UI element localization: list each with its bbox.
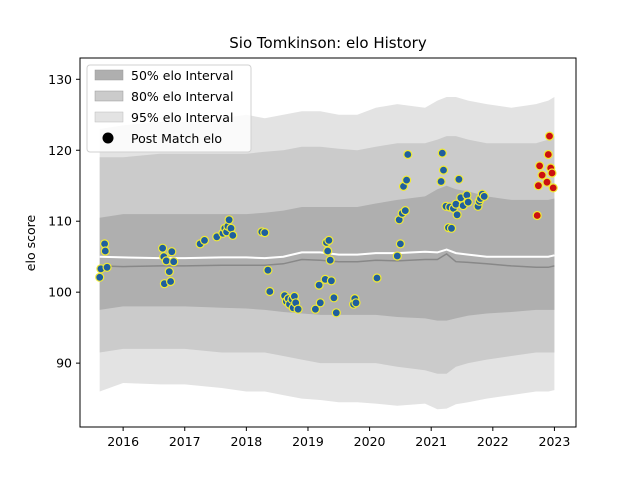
post-match-point [446, 223, 457, 233]
x-tick-label: 2021 [415, 434, 447, 449]
post-match-point [95, 272, 105, 282]
post-match-point [161, 256, 171, 266]
legend-swatch-50 [94, 69, 124, 81]
post-match-points [95, 131, 558, 318]
post-match-point [265, 286, 275, 297]
legend-label-80: 80% elo Interval [131, 89, 233, 104]
post-match-point [372, 273, 382, 283]
y-tick-label: 90 [56, 356, 72, 371]
post-match-point [260, 228, 270, 238]
y-tick-label: 110 [48, 214, 72, 229]
post-match-point [325, 255, 335, 265]
post-match-point [400, 206, 410, 216]
post-match-point [331, 308, 341, 318]
post-match-point [263, 265, 273, 275]
median-elo-line [99, 252, 555, 269]
post-match-point [315, 298, 325, 308]
post-match-point [310, 304, 320, 314]
post-match-point [228, 230, 238, 240]
x-tick-label: 2022 [477, 434, 509, 449]
legend-marker-post-match [102, 132, 114, 144]
post-match-point [437, 148, 447, 158]
post-match-point [323, 246, 333, 256]
post-match-point [463, 197, 473, 207]
post-match-point [438, 165, 449, 175]
recent-post-match-point [547, 168, 557, 178]
post-match-point [293, 304, 303, 314]
x-tick-label: 2018 [230, 434, 262, 449]
post-match-point [169, 257, 179, 267]
legend-frame [86, 64, 252, 153]
post-match-point [314, 280, 324, 290]
recent-post-match-point [542, 177, 552, 187]
legend-label-post-match: Post Match elo [131, 131, 222, 146]
post-match-point [324, 235, 334, 245]
post-match-point [166, 276, 176, 287]
recent-post-match-point [543, 149, 553, 160]
chart-title: Sio Tomkinson: elo History [229, 34, 427, 52]
post-match-point [164, 267, 174, 277]
legend: 50% elo Interval 80% elo Interval 95% el… [86, 64, 252, 153]
x-axis: 2016 2017 2018 2019 2020 2021 2022 2023 [107, 427, 570, 449]
x-tick-label: 2016 [107, 434, 139, 449]
post-match-point [395, 239, 405, 249]
post-match-point [479, 191, 489, 201]
post-match-point [452, 210, 462, 220]
post-match-point [402, 175, 412, 185]
legend-swatch-95 [94, 111, 124, 123]
plot-area [95, 97, 558, 410]
post-match-point [224, 215, 234, 225]
x-tick-label: 2023 [539, 434, 571, 449]
recent-post-match-point [544, 131, 555, 141]
post-match-point [454, 174, 464, 184]
post-match-point [392, 251, 402, 261]
recent-post-match-point [534, 161, 545, 171]
y-axis-title: elo score [23, 215, 38, 272]
post-match-point [351, 298, 361, 308]
x-tick-label: 2019 [292, 434, 324, 449]
recent-post-match-point [537, 170, 547, 180]
legend-swatch-80 [94, 90, 124, 102]
post-match-point [326, 276, 336, 286]
post-match-point [199, 235, 210, 245]
post-match-point [329, 293, 339, 303]
post-match-point [158, 243, 168, 253]
post-match-point [102, 262, 112, 272]
x-tick-label: 2017 [169, 434, 201, 449]
y-tick-label: 120 [48, 143, 72, 158]
post-match-point [403, 149, 413, 160]
recent-post-match-point [548, 183, 558, 193]
y-axis: 90 100 110 120 130 [48, 72, 80, 371]
legend-label-50: 50% elo Interval [131, 68, 233, 83]
post-match-point [167, 247, 177, 257]
legend-label-95: 95% elo Interval [131, 110, 233, 125]
recent-post-match-point [533, 181, 544, 191]
mean-elo-line [99, 248, 555, 260]
post-match-point [100, 246, 110, 256]
y-tick-label: 130 [48, 72, 72, 87]
x-tick-label: 2020 [354, 434, 386, 449]
post-match-point [436, 176, 446, 187]
recent-post-match-point [532, 210, 542, 221]
y-tick-label: 100 [48, 285, 72, 300]
axes-frame [79, 57, 577, 428]
